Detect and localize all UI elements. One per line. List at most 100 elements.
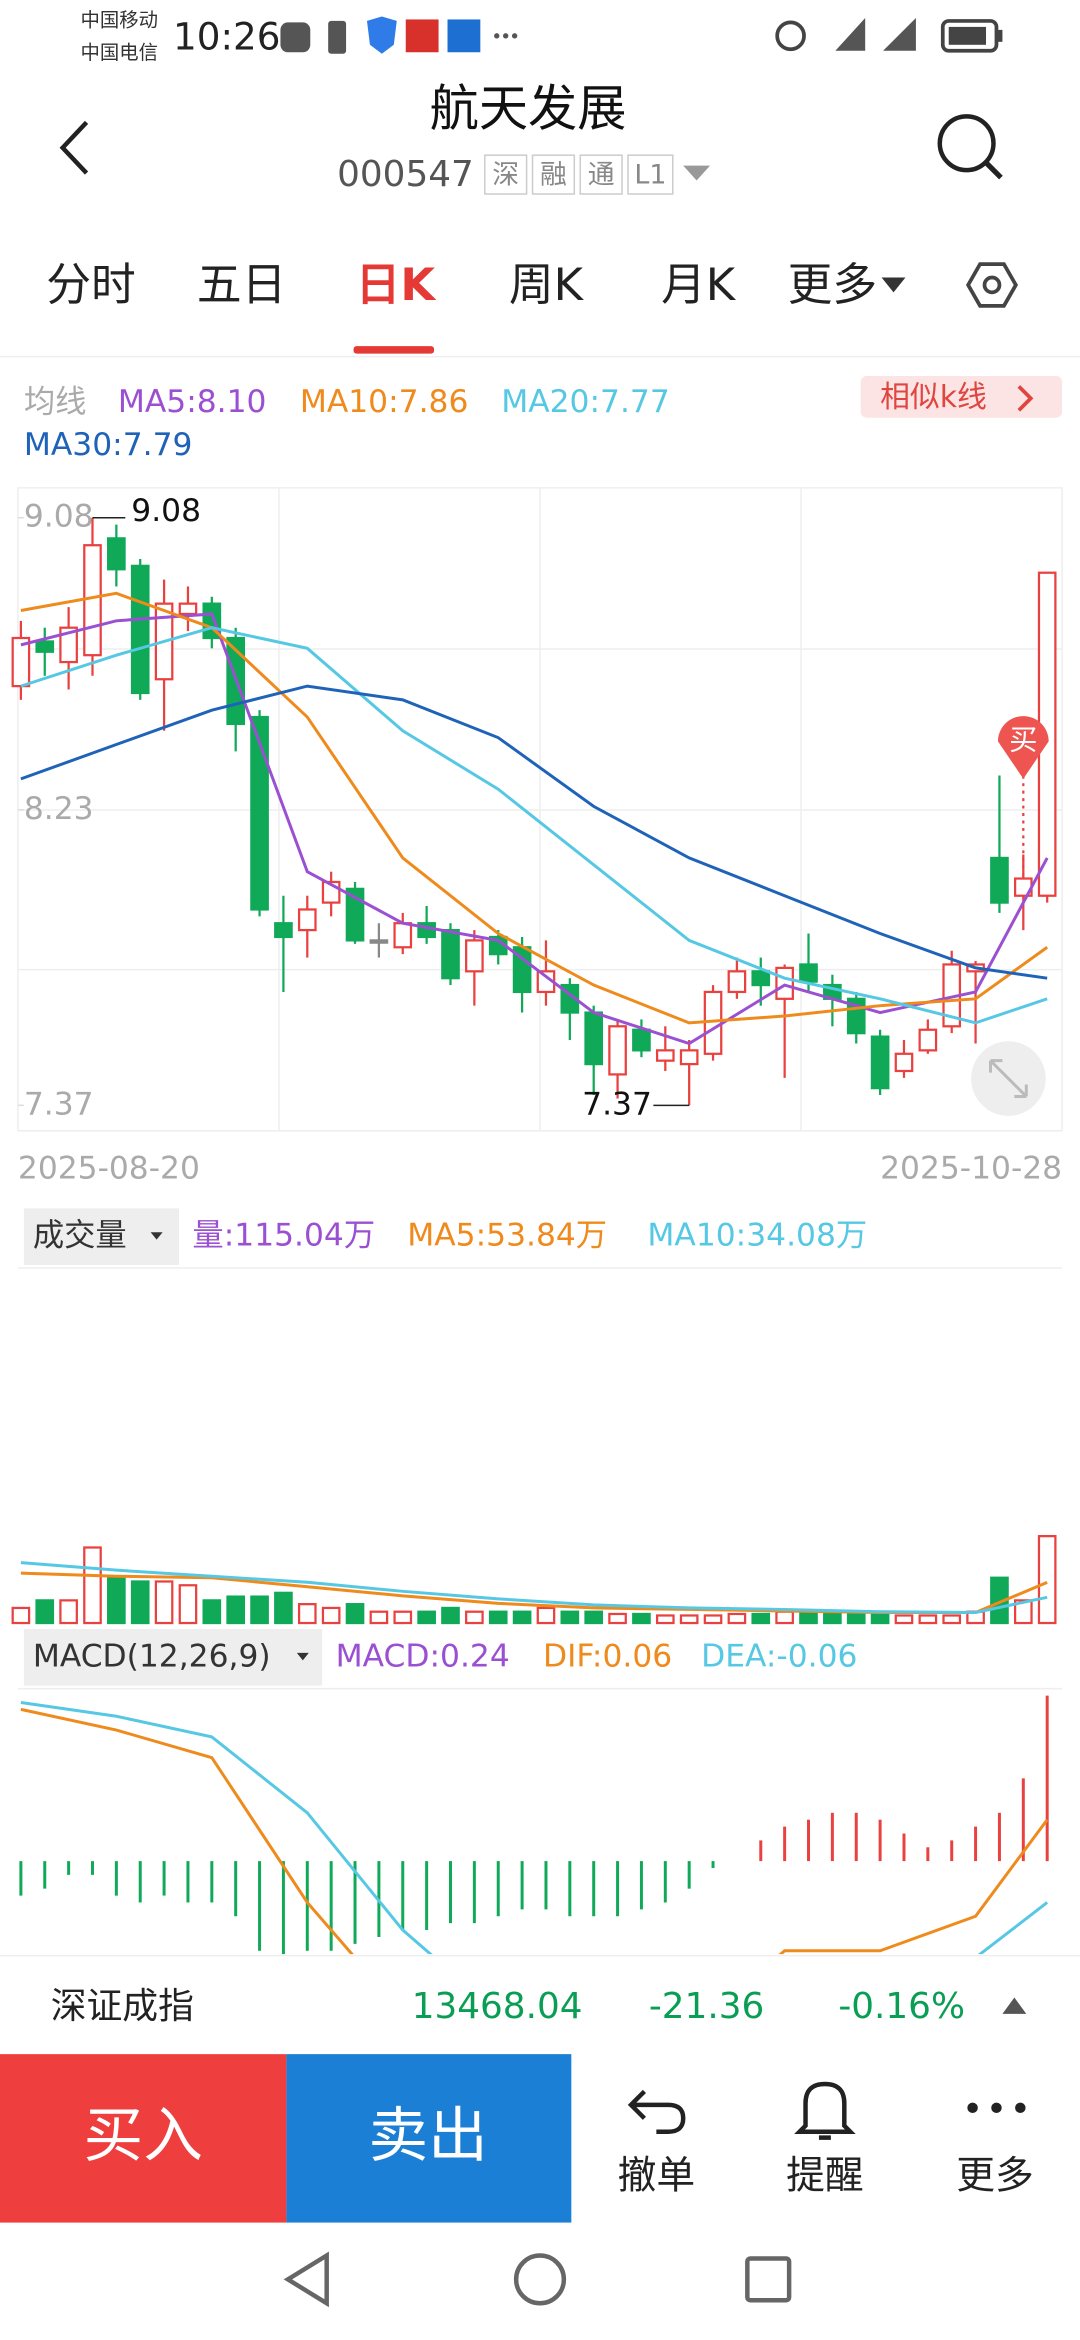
index-percent: -0.16% <box>838 1986 965 2027</box>
volume-value: MA10:34.08万 <box>647 1218 867 1254</box>
candle-body <box>297 908 317 932</box>
volume-bar <box>274 1591 293 1625</box>
volume-bar <box>751 1612 771 1625</box>
volume-value: MA5:53.84万 <box>407 1218 607 1254</box>
stock-code: 000547 <box>337 154 474 195</box>
candle-body <box>107 537 126 571</box>
volume-bar <box>441 1606 460 1625</box>
candle-body <box>608 1025 627 1076</box>
selector-arrow <box>150 1232 163 1240</box>
status-icons <box>280 16 1003 54</box>
nav-home[interactable] <box>513 2253 567 2306</box>
volume-bar <box>321 1606 341 1625</box>
volume-bar <box>894 1614 914 1625</box>
legend-label: MACD(12,26,9) <box>33 1638 271 1674</box>
action-label[interactable]: 撤单 <box>618 2153 696 2198</box>
volume-bar <box>632 1612 651 1625</box>
y-tick-label: 8.23 <box>24 791 94 827</box>
stock-name: 航天发展 <box>430 79 627 137</box>
volume-bar <box>536 1606 556 1625</box>
volume-bar <box>799 1610 818 1625</box>
volume-selector[interactable] <box>23 1208 180 1266</box>
volume-ma-line <box>20 1561 1048 1614</box>
clock: 10:26 <box>173 14 280 58</box>
tag-group: 深融通 L1 <box>484 154 674 195</box>
volume-bar <box>83 1546 102 1625</box>
index-bar <box>0 1954 1080 2055</box>
nav-recent[interactable] <box>745 2256 792 2303</box>
macd-value: DEA:-0.06 <box>701 1638 857 1674</box>
nav-bar <box>0 2222 1080 2340</box>
candle-body <box>465 939 484 973</box>
settings-button[interactable] <box>965 262 1019 308</box>
tab[interactable]: 五日 <box>197 258 287 311</box>
tab[interactable]: 更多 <box>788 258 878 311</box>
y-tick-label: 7.37 <box>24 1086 94 1122</box>
price-grid <box>17 487 1063 1131</box>
volume-bar <box>465 1610 484 1625</box>
candle-body <box>369 939 389 944</box>
tab[interactable]: 周K <box>509 258 585 311</box>
candle-body <box>250 715 269 911</box>
volume-bar <box>512 1610 532 1625</box>
carrier: 中国电信 <box>81 41 159 64</box>
low-label: 7.37 <box>582 1086 652 1122</box>
action-label[interactable]: 更多 <box>956 2153 1034 2198</box>
tag: 通 <box>588 160 615 191</box>
index-value: 13468.04 <box>412 1986 583 2027</box>
ma-line <box>20 591 1049 1025</box>
macd-line <box>20 1707 1049 1955</box>
buy-button[interactable] <box>0 2054 287 2223</box>
candle-body <box>894 1052 914 1073</box>
similar-k-button[interactable] <box>860 375 1063 418</box>
similar-k-label: 相似k线 <box>880 380 987 415</box>
volume-bar <box>11 1606 31 1625</box>
tab[interactable]: 月K <box>661 258 737 311</box>
selector-arrow <box>296 1652 309 1661</box>
candle-body <box>655 1049 675 1062</box>
back-button[interactable] <box>59 120 89 175</box>
candle-body <box>990 856 1009 904</box>
action-label[interactable]: 提醒 <box>786 2153 864 2198</box>
candle-body <box>679 1049 699 1066</box>
volume-bar <box>369 1610 389 1625</box>
search-button[interactable] <box>937 114 1003 180</box>
tab[interactable]: 日K <box>356 258 438 311</box>
nav-back[interactable] <box>283 2251 329 2308</box>
volume-bar <box>655 1614 675 1625</box>
tab-underline <box>353 346 435 354</box>
ma-line <box>20 626 1048 1025</box>
dropdown-arrow[interactable] <box>683 165 711 181</box>
volume-bar <box>59 1599 78 1625</box>
candle-body <box>178 602 198 616</box>
tab[interactable]: 分时 <box>46 258 136 311</box>
tag: 深 <box>492 160 519 191</box>
candle-body <box>11 636 31 688</box>
expand-icon <box>989 1059 1028 1098</box>
chevron <box>1017 385 1034 412</box>
sell-label: 卖出 <box>368 2102 487 2171</box>
volume-bar <box>775 1610 794 1625</box>
volume-bar <box>107 1576 126 1625</box>
volume-bar <box>226 1595 246 1625</box>
sell-button[interactable] <box>286 2054 572 2223</box>
ma-value: MA20:7.77 <box>501 384 670 420</box>
x-tick-label: 2025-08-20 <box>18 1151 200 1187</box>
ma-line <box>20 612 1049 1046</box>
volume-bar <box>417 1610 436 1625</box>
candle-body <box>393 922 413 949</box>
legend-label: 成交量 <box>33 1218 127 1254</box>
volume-bar <box>297 1603 317 1625</box>
volume-bar <box>679 1614 699 1625</box>
volume-bar <box>178 1584 198 1625</box>
macd-line <box>20 1700 1049 1955</box>
more-dots <box>967 2102 1026 2114</box>
candle-body <box>274 922 293 939</box>
volume-ma-line <box>20 1571 1048 1614</box>
macd-selector[interactable] <box>23 1629 323 1686</box>
volume-bar <box>250 1595 269 1625</box>
expand-arrow[interactable] <box>1002 1997 1027 2014</box>
buy-pin[interactable] <box>997 716 1049 779</box>
